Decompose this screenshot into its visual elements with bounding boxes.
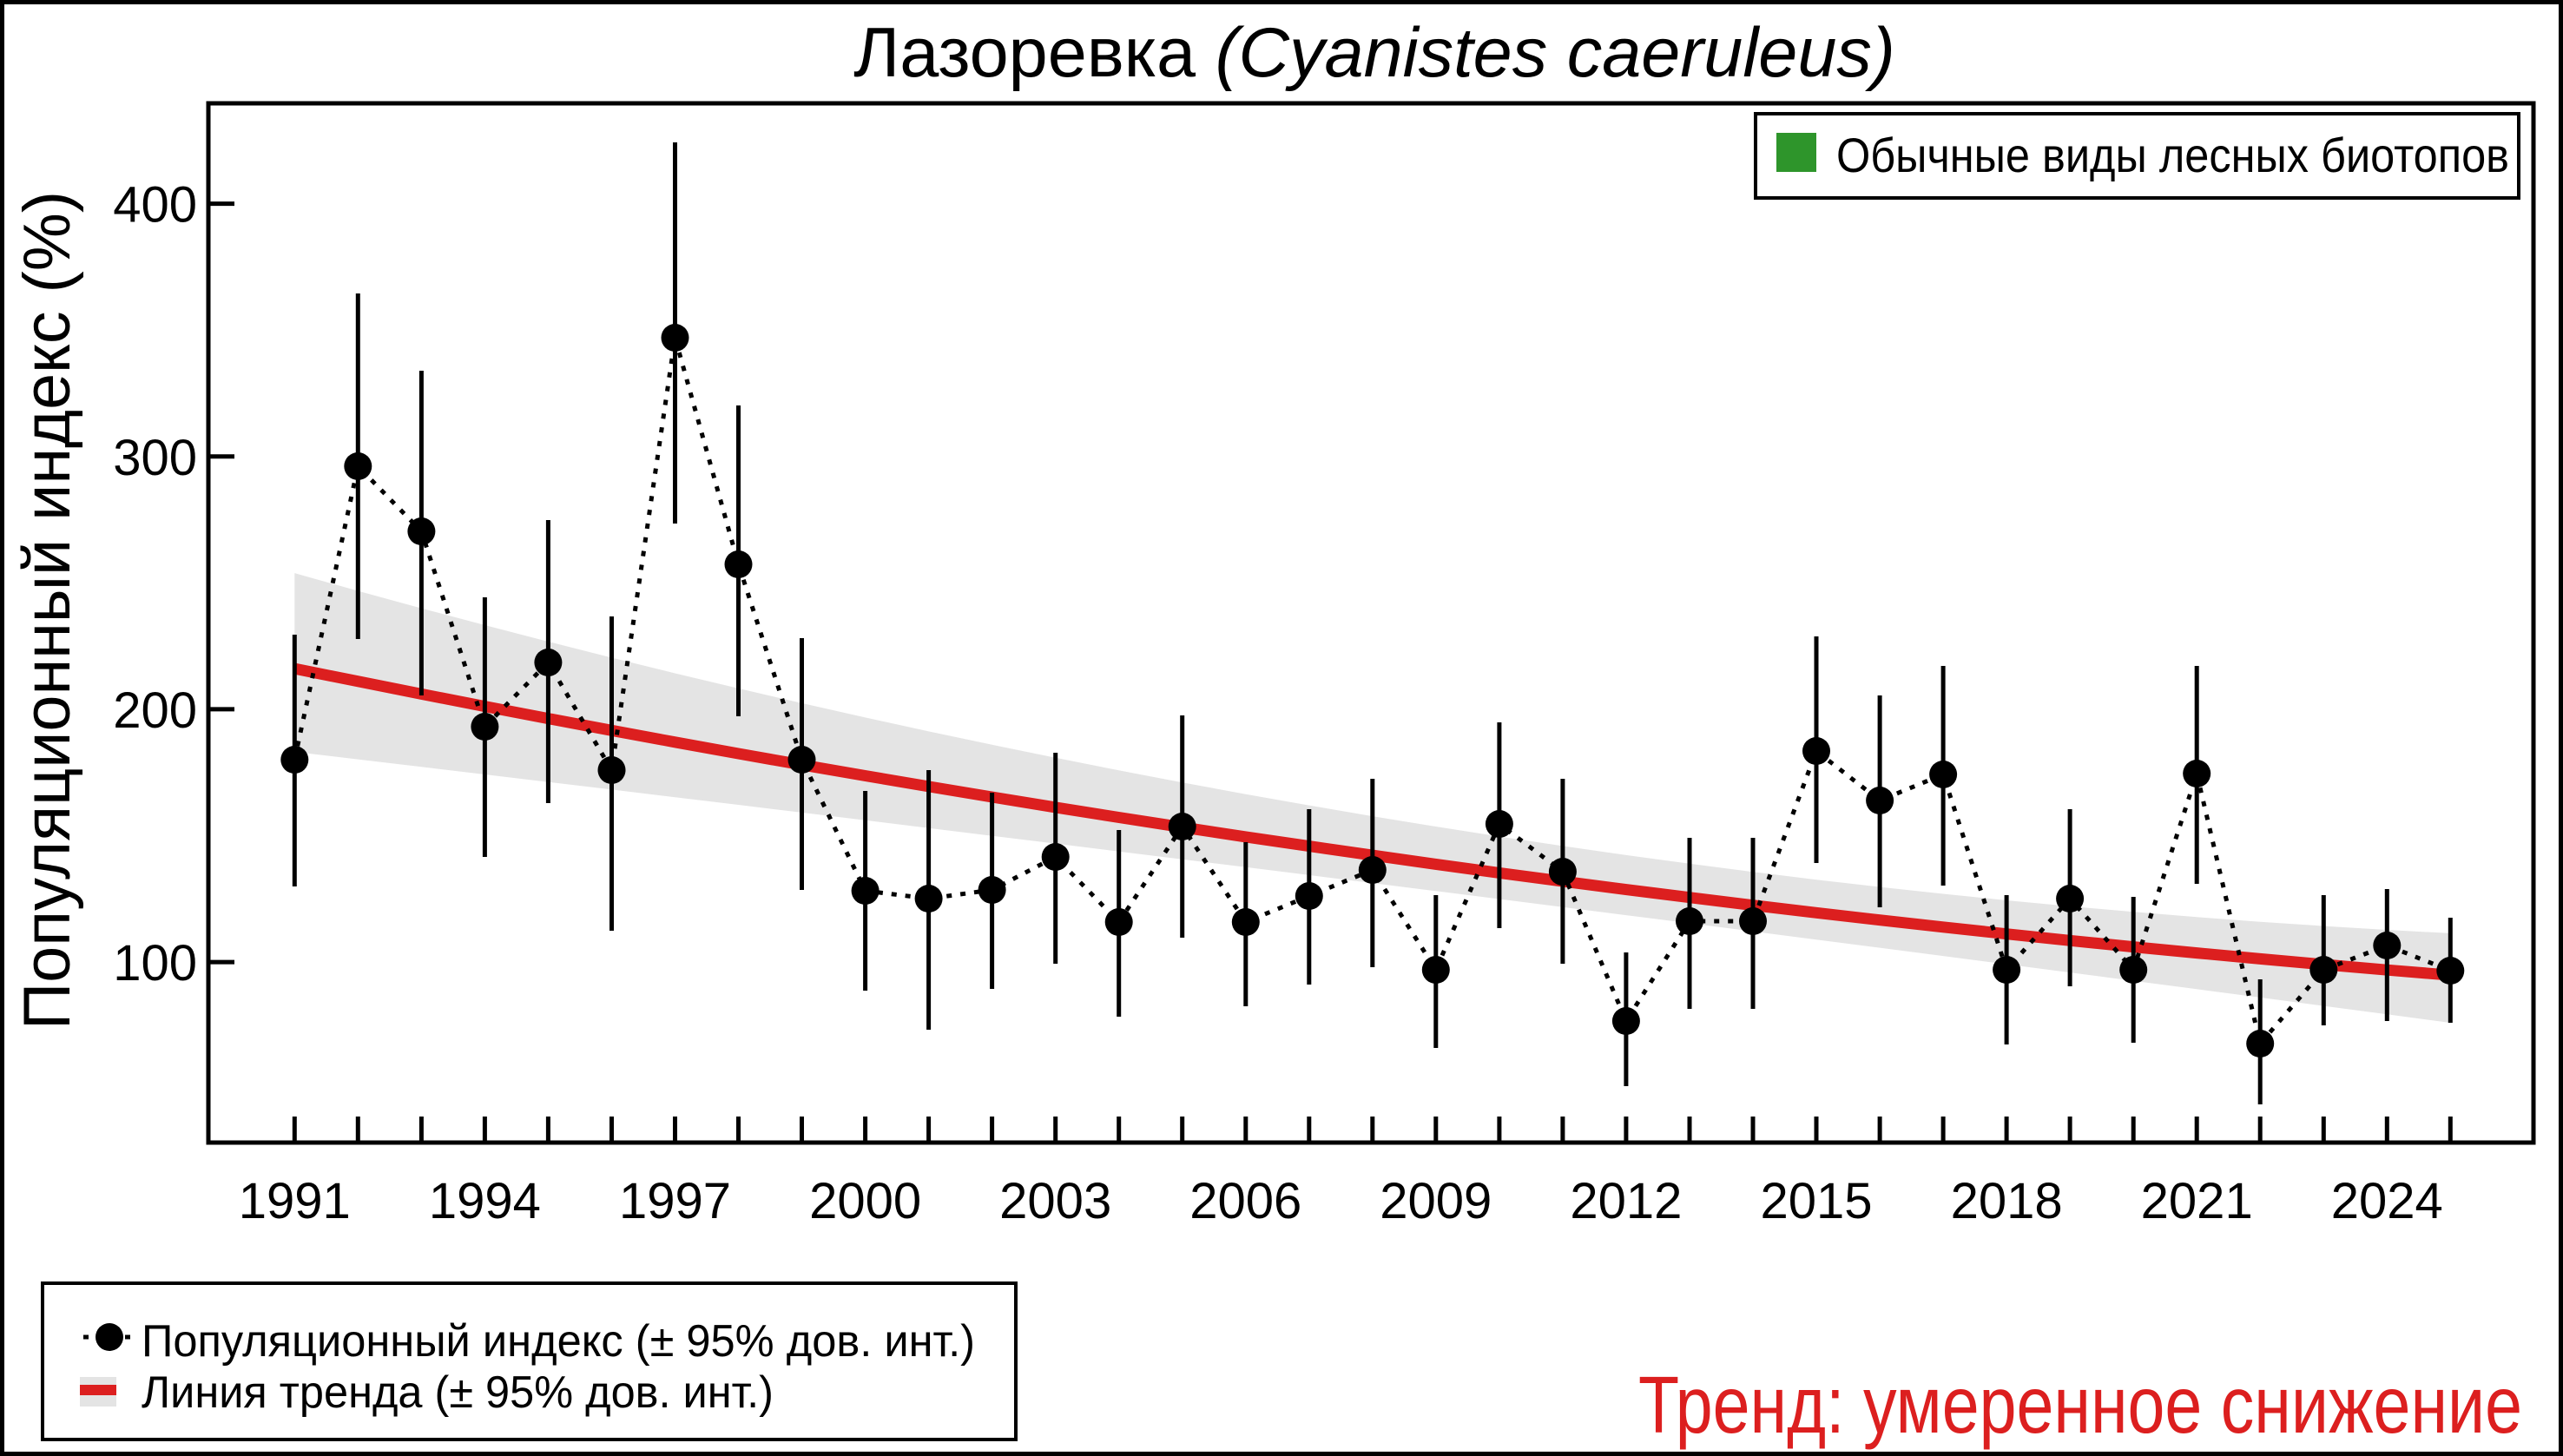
svg-text:2003: 2003 xyxy=(999,1173,1111,1229)
svg-text:400: 400 xyxy=(113,177,197,234)
svg-text:1994: 1994 xyxy=(429,1173,541,1229)
svg-text:1997: 1997 xyxy=(619,1173,731,1229)
svg-text:Обычные виды лесных биотопов: Обычные виды лесных биотопов xyxy=(1836,128,2509,182)
svg-text:300: 300 xyxy=(113,430,197,486)
svg-text:2015: 2015 xyxy=(1760,1173,1872,1229)
svg-text:2021: 2021 xyxy=(2141,1173,2253,1229)
svg-text:2006: 2006 xyxy=(1189,1173,1301,1229)
svg-text:2012: 2012 xyxy=(1570,1173,1682,1229)
svg-text:Тренд: умеренное снижение: Тренд: умеренное снижение xyxy=(1638,1360,2522,1450)
svg-text:2009: 2009 xyxy=(1380,1173,1492,1229)
svg-text:Линия тренда (± 95% дов. инт.): Линия тренда (± 95% дов. инт.) xyxy=(142,1367,774,1418)
svg-text:Лазоревка (Cyanistes caeruleus: Лазоревка (Cyanistes caeruleus) xyxy=(853,14,1895,92)
svg-text:Популяционный индекс (%): Популяционный индекс (%) xyxy=(10,191,84,1030)
svg-text:2000: 2000 xyxy=(809,1173,921,1229)
svg-text:1991: 1991 xyxy=(239,1173,351,1229)
svg-text:2024: 2024 xyxy=(2331,1173,2443,1229)
svg-text:2018: 2018 xyxy=(1951,1173,2063,1229)
svg-text:200: 200 xyxy=(113,682,197,739)
svg-text:100: 100 xyxy=(113,935,197,992)
svg-text:Популяционный индекс (± 95% до: Популяционный индекс (± 95% дов. инт.) xyxy=(142,1316,975,1367)
